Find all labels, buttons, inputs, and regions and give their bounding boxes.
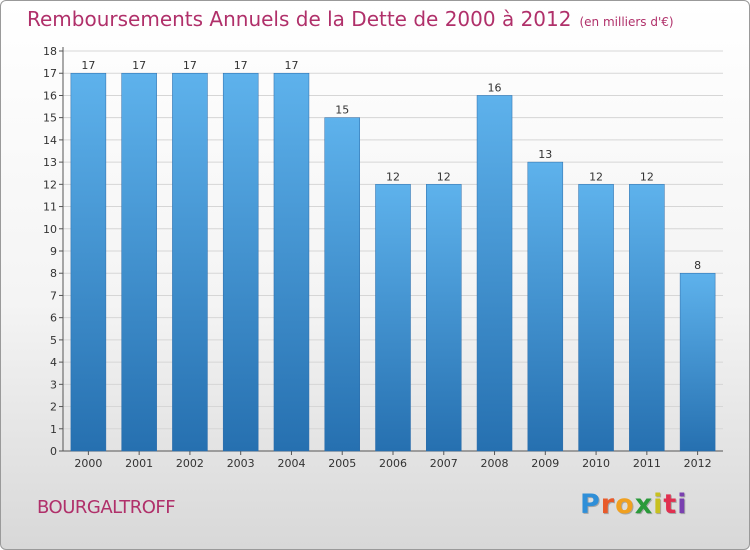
- y-tick-label: 0: [50, 445, 57, 458]
- bar-2012: [679, 272, 716, 452]
- x-tick-label: 2005: [328, 457, 356, 470]
- logo-letter: i: [653, 489, 664, 520]
- x-tick-label: 2009: [531, 457, 559, 470]
- bar-value-label: 17: [234, 59, 248, 72]
- y-tick-label: 3: [50, 378, 57, 391]
- bar-2001: [121, 72, 157, 452]
- bar-value-label: 17: [132, 59, 146, 72]
- bar-value-label: 12: [640, 170, 654, 183]
- logo-letter: t: [663, 489, 678, 520]
- y-tick-label: 9: [50, 245, 57, 258]
- x-tick-label: 2000: [74, 457, 102, 470]
- chart-title-text: Remboursements Annuels de la Dette de 20…: [27, 7, 572, 31]
- x-tick-label: 2010: [582, 457, 610, 470]
- bars: [70, 72, 716, 452]
- y-tick-label: 8: [50, 267, 57, 280]
- y-tick-label: 7: [50, 289, 57, 302]
- x-tick-label: 2006: [379, 457, 407, 470]
- bar-value-label: 12: [437, 170, 451, 183]
- bar-value-label: 12: [386, 170, 400, 183]
- bar-2010: [578, 184, 614, 452]
- y-tick-label: 15: [43, 112, 57, 125]
- bar-2000: [70, 72, 107, 452]
- y-tick-label: 6: [50, 312, 57, 325]
- bar-value-label: 17: [284, 59, 298, 72]
- proxiti-logo: Proxiti: [580, 489, 688, 520]
- bar-2011: [629, 184, 665, 452]
- logo-letter: r: [600, 489, 616, 520]
- bar-value-label: 8: [694, 259, 701, 272]
- logo-letter: P: [580, 489, 601, 520]
- bar-2007: [426, 184, 462, 452]
- bar-2009: [527, 161, 564, 452]
- y-tick-label: 16: [43, 89, 57, 102]
- bar-value-label: 12: [589, 170, 603, 183]
- x-tick-label: 2012: [684, 457, 712, 470]
- y-tick-label: 5: [50, 334, 57, 347]
- labels: 0123456789101112131415161718172000172001…: [43, 45, 712, 470]
- bar-2003: [222, 72, 259, 452]
- logo-letter: o: [615, 489, 635, 520]
- bar-2005: [324, 117, 360, 452]
- bar-value-label: 17: [183, 59, 197, 72]
- bar-value-label: 15: [335, 104, 349, 117]
- chart-subtitle: (en milliers d'€): [579, 15, 674, 29]
- y-tick-label: 14: [43, 134, 57, 147]
- y-tick-label: 12: [43, 178, 57, 191]
- x-tick-label: 2001: [125, 457, 153, 470]
- bar-value-label: 16: [488, 81, 502, 94]
- y-tick-label: 2: [50, 401, 57, 414]
- y-tick-label: 18: [43, 45, 57, 58]
- y-tick-label: 10: [43, 223, 57, 236]
- x-tick-label: 2011: [633, 457, 661, 470]
- bar-2008: [476, 95, 513, 452]
- chart-title: Remboursements Annuels de la Dette de 20…: [27, 7, 674, 31]
- logo-letter: x: [634, 489, 654, 520]
- y-tick-label: 17: [43, 67, 57, 80]
- bar-value-label: 13: [538, 148, 552, 161]
- bar-2006: [375, 184, 411, 452]
- bar-2002: [172, 72, 208, 452]
- y-tick-label: 4: [50, 356, 57, 369]
- commune-name: BOURGALTROFF: [37, 497, 176, 518]
- y-tick-label: 1: [50, 423, 57, 436]
- x-tick-label: 2004: [277, 457, 305, 470]
- y-tick-label: 11: [43, 201, 57, 214]
- y-tick-label: 13: [43, 156, 57, 169]
- x-tick-label: 2003: [227, 457, 255, 470]
- x-tick-label: 2002: [176, 457, 204, 470]
- bar-2004: [273, 72, 310, 452]
- x-tick-label: 2007: [430, 457, 458, 470]
- x-tick-label: 2008: [481, 457, 509, 470]
- bar-value-label: 17: [81, 59, 95, 72]
- logo-letter: i: [677, 489, 688, 520]
